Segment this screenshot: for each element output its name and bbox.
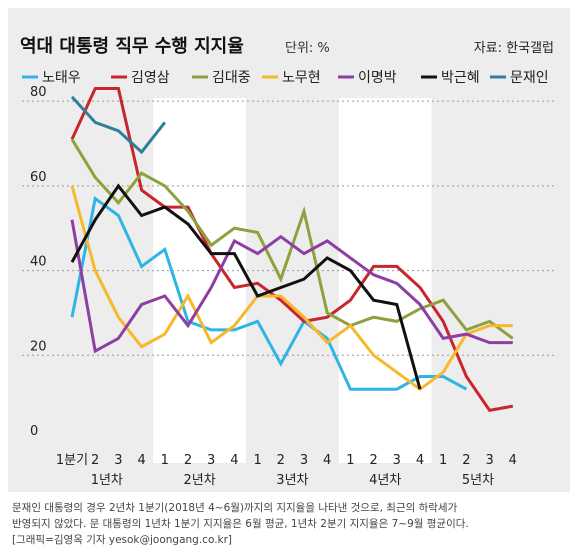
legend-label: 이명박 [358, 70, 397, 86]
x-tick-label: 2 [369, 453, 377, 468]
series-line [70, 219, 513, 354]
x-tick-label: 1 [346, 453, 354, 468]
x-tick-label: 4 [416, 453, 424, 468]
year-label: 4년차 [369, 473, 401, 488]
series-line [70, 196, 468, 391]
caption-line-1: 문재인 대통령의 경우 2년차 1분기(2018년 4~6월)까지의 지지율을 … [12, 502, 458, 514]
caption-line-2: 반영되지 않았다. 문 대통령의 1년차 1분기 지지율은 6월 평균, 1년차… [12, 518, 469, 530]
y-tick-label: 40 [30, 255, 47, 270]
series-line [70, 185, 513, 392]
x-tick-label: 3 [485, 453, 493, 468]
caption-line-3: [그래픽=김영옥 기자 yesok@joongang.co.kr] [12, 534, 233, 546]
legend-label: 노무현 [282, 70, 321, 86]
caption: 문재인 대통령의 경우 2년차 1분기(2018년 4~6월)까지의 지지율을 … [12, 500, 572, 548]
year-label: 5년차 [462, 473, 494, 488]
year-label: 1년차 [91, 473, 123, 488]
legend-label: 김대중 [212, 70, 251, 86]
x-tick-label: 1 [161, 453, 169, 468]
legend-label: 박근혜 [441, 70, 480, 86]
x-tick-label: 1 [253, 453, 261, 468]
x-tick-label: 3 [207, 453, 215, 468]
series-line [70, 95, 166, 155]
x-tick-label: 4 [509, 453, 517, 468]
x-tick-label: 3 [114, 453, 122, 468]
x-tick-label: 1 [439, 453, 447, 468]
series-line [70, 87, 514, 413]
chart-panel: 0 20 40 60 80 1분기 2 3 4 1 2 3 4 1 2 3 4 1 2 3 4 1 2 3 4 1년차 2년차 3년… [8, 8, 570, 492]
x-tick-label: 2 [277, 453, 285, 468]
y-tick-label: 0 [30, 424, 38, 439]
y-tick-label: 80 [30, 85, 47, 100]
year-label: 3년차 [276, 473, 308, 488]
series-line [70, 183, 422, 390]
x-tick-label: 4 [230, 453, 238, 468]
x-tick-label: 2 [462, 453, 470, 468]
x-tick-label: 3 [393, 453, 401, 468]
y-tick-label: 20 [30, 339, 47, 354]
x-tick-label: 4 [323, 453, 331, 468]
x-tick-label: 2 [91, 453, 99, 468]
legend-label: 노태우 [42, 70, 81, 86]
y-tick-label: 60 [30, 170, 47, 185]
legend-label: 문재인 [510, 70, 549, 86]
x-tick-label: 2 [184, 453, 192, 468]
x-tick-label: 3 [300, 453, 308, 468]
source-label: 자료: 한국갤럽 [474, 41, 554, 56]
year-band [153, 98, 246, 463]
year-label: 2년차 [183, 473, 215, 488]
unit-label: 단위: % [285, 41, 330, 56]
x-tick-label: 1분기 [56, 453, 88, 468]
x-tick-label: 4 [137, 453, 145, 468]
chart-title: 역대 대통령 직무 수행 지지율 [20, 36, 244, 57]
legend-label: 김영삼 [131, 70, 170, 86]
